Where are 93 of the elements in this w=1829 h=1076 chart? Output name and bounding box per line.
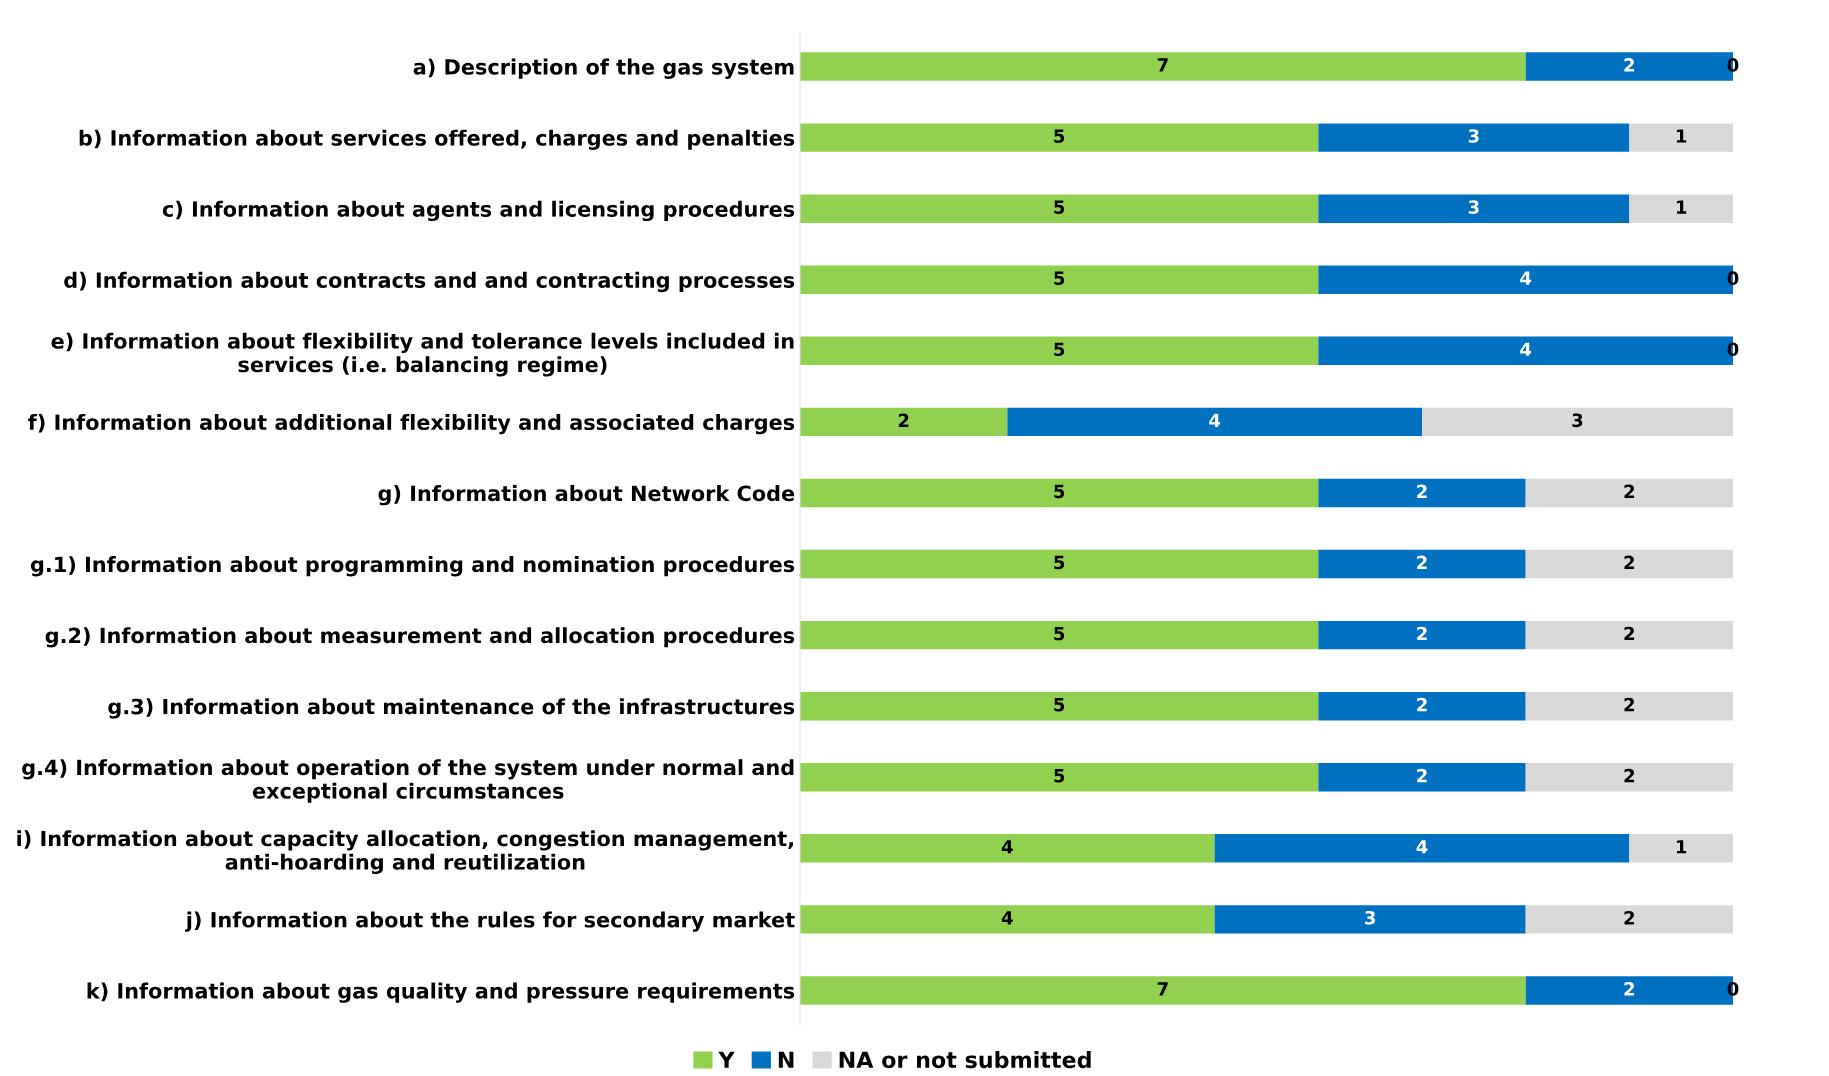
bar [1214, 905, 1526, 934]
bar [1525, 763, 1733, 792]
data-label: 2 [1417, 484, 1427, 498]
data-label: 2 [1624, 484, 1635, 498]
data-label: 2 [1624, 768, 1635, 783]
data-label: 2 [1624, 910, 1635, 925]
data-label: 1 [1676, 840, 1687, 854]
data-label: 4 [1001, 911, 1013, 925]
data-label: 4 [1416, 840, 1428, 854]
bar [800, 834, 1215, 863]
bar [1318, 123, 1630, 152]
bar [800, 123, 1319, 152]
data-label: 0 [1727, 58, 1739, 72]
data-label: 2 [1624, 982, 1635, 996]
bar [1318, 620, 1526, 650]
bar [1525, 549, 1733, 579]
bar [1214, 834, 1630, 863]
data-label: 2 [1624, 58, 1635, 72]
bar [1525, 905, 1733, 934]
data-label: 4 [1209, 413, 1221, 427]
y-tick-label: g.3) Information about maintenance of the infrastructures [108, 698, 795, 719]
data-label: 5 [1054, 271, 1065, 285]
y-tick-label: g) Information about Network Code [378, 485, 795, 506]
bar [800, 620, 1319, 650]
data-label: 2 [1417, 626, 1427, 641]
data-label: 2 [1417, 697, 1427, 712]
data-label: 7 [1157, 58, 1168, 72]
data-label: 2 [1624, 697, 1635, 712]
data-label: 2 [1624, 626, 1635, 641]
bar [800, 691, 1319, 721]
bar [1318, 194, 1630, 223]
y-tick-label: b) Information about services offered, charges and penalties [79, 129, 795, 151]
data-label: 5 [1054, 698, 1065, 712]
bar [1318, 478, 1526, 508]
bar [800, 265, 1319, 294]
y-tick-label: i) Information about capacity allocation, congestion management, anti-hoarding and reutilization [17, 830, 794, 875]
bar [800, 905, 1215, 934]
bar [1525, 691, 1733, 721]
bar [1422, 407, 1733, 437]
bar [1318, 549, 1526, 579]
y-tick-label: e) Information about flexibility and tolerance levels included in services (i.e. balancing regime) [51, 332, 794, 377]
data-label: 7 [1157, 982, 1168, 996]
bar [800, 194, 1319, 223]
data-label: 3 [1468, 129, 1479, 143]
data-label: 5 [1054, 129, 1065, 143]
legend-label: N [778, 1051, 794, 1068]
data-label: 0 [1727, 982, 1739, 996]
y-tick-label: k) Information about gas quality and pressure requirements [87, 982, 795, 1003]
data-label: 1 [1676, 200, 1687, 214]
bar [1318, 691, 1526, 721]
data-label: 4 [1520, 342, 1532, 356]
y-tick-label: g.2) Information about measurement and allocation procedures [45, 627, 795, 648]
legend-label: Y [718, 1051, 735, 1068]
data-label: 2 [1624, 555, 1635, 570]
y-tick-label: j) Information about the rules for secondary market [185, 911, 795, 932]
bar [1629, 834, 1733, 863]
bar [800, 478, 1319, 508]
bar [1007, 407, 1422, 437]
y-tick-label: g.4) Information about operation of the system under normal and exceptional circumstances [22, 759, 794, 803]
data-label: 5 [1054, 626, 1065, 641]
bar [1629, 123, 1733, 152]
data-label: 4 [1001, 840, 1013, 854]
bar [800, 52, 1526, 81]
data-label: 3 [1468, 200, 1479, 214]
data-label: 5 [1054, 769, 1065, 783]
data-label: 0 [1727, 271, 1739, 285]
y-tick-label: d) Information about contracts and and contracting processes [64, 271, 795, 293]
data-label: 3 [1572, 413, 1583, 428]
y-tick-label: a) Description of the gas system [413, 58, 794, 79]
data-label: 2 [1417, 768, 1427, 783]
bar [1525, 478, 1733, 508]
legend-label: NA or not submitted [839, 1050, 1091, 1069]
data-label: 0 [1727, 342, 1739, 357]
data-label: 5 [1054, 484, 1065, 499]
data-label: 4 [1520, 271, 1532, 285]
data-label: 1 [1676, 129, 1687, 143]
bar [800, 407, 1008, 437]
bar [800, 976, 1526, 1005]
bar [1525, 620, 1733, 650]
y-tick-label: g.1) Information about programming and nomination procedures [30, 556, 795, 577]
data-label: 2 [898, 413, 909, 427]
bar [800, 763, 1319, 792]
bar [800, 336, 1319, 366]
y-tick-label: c) Information about agents and licensing procedures [162, 200, 795, 222]
data-label: 5 [1054, 200, 1065, 214]
bar [800, 549, 1319, 579]
bar [1318, 763, 1526, 792]
y-tick-label: f) Information about additional flexibility and associated charges [28, 413, 795, 435]
data-label: 3 [1365, 910, 1376, 925]
data-label: 5 [1054, 342, 1065, 357]
data-label: 2 [1417, 555, 1427, 570]
bar [1629, 194, 1733, 223]
data-label: 5 [1054, 555, 1065, 570]
